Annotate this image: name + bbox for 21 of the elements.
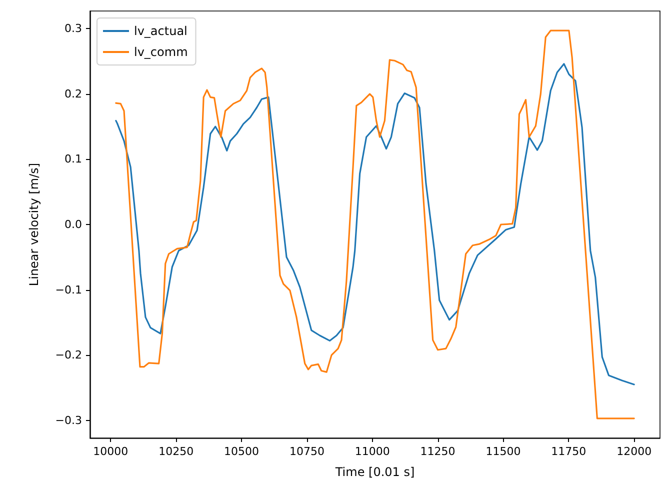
y-tick-label: −0.2 xyxy=(55,348,82,362)
line-series xyxy=(115,63,635,386)
y-tick-label: 0.0 xyxy=(64,218,82,231)
legend-label: lv_comm xyxy=(134,45,188,59)
x-tick-label: 10250 xyxy=(158,445,194,458)
x-tick-label: 12000 xyxy=(616,445,652,458)
x-tick-label: 10500 xyxy=(224,445,260,458)
x-tick-label: 11500 xyxy=(486,445,521,458)
y-axis-title: Linear velocity [m/s] xyxy=(27,162,41,286)
y-tick-label: −0.1 xyxy=(55,283,82,296)
legend-label: lv_actual xyxy=(134,24,188,38)
y-tick-label: −0.3 xyxy=(55,414,82,427)
y-tick-label: 0.3 xyxy=(64,22,82,36)
x-tick-label: 10000 xyxy=(93,445,128,458)
x-axis-title: Time [0.01 s] xyxy=(334,465,415,479)
y-tick-label: 0.2 xyxy=(64,87,82,100)
x-tick-label: 11000 xyxy=(354,445,390,458)
x-tick-label: 11750 xyxy=(551,445,586,458)
x-tick-label: 10750 xyxy=(289,445,324,458)
x-tick-label: 11250 xyxy=(420,445,456,458)
y-tick-label: 0.1 xyxy=(64,152,82,166)
